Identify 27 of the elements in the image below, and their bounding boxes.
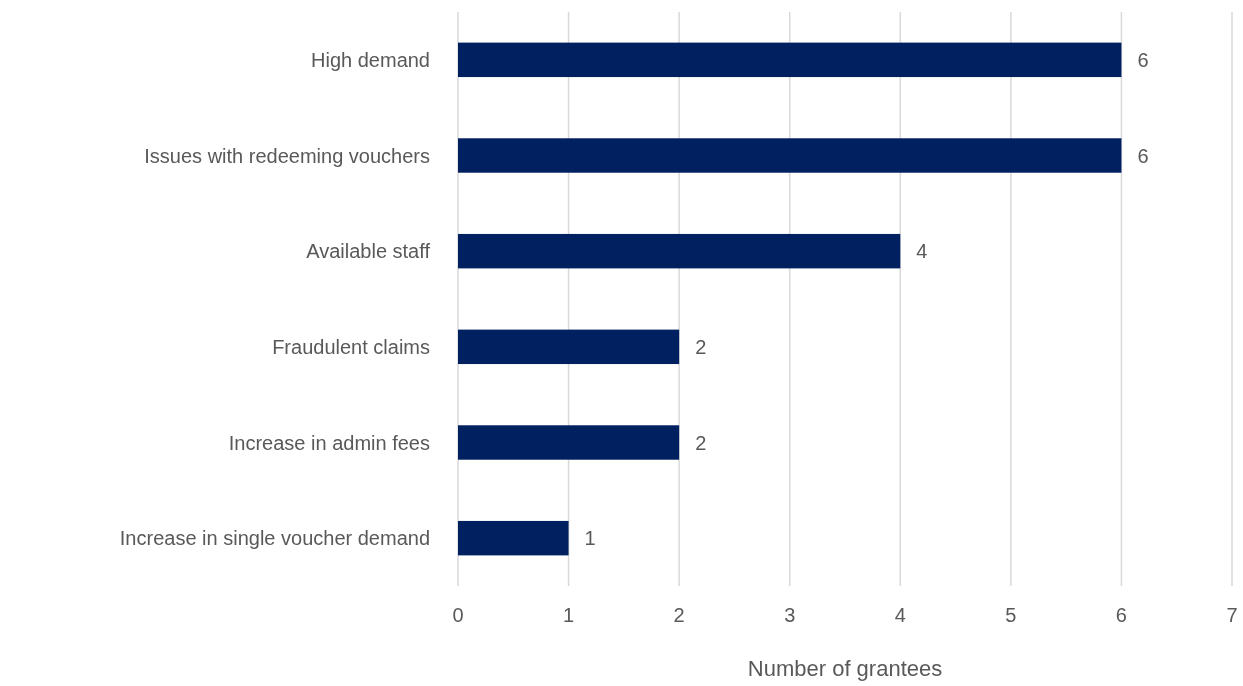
x-tick-label: 3 bbox=[784, 604, 796, 626]
x-tick-label: 0 bbox=[452, 604, 464, 626]
y-tick-label: Issues with redeeming vouchers bbox=[144, 144, 430, 167]
y-tick-label: Increase in single voucher demand bbox=[119, 527, 430, 550]
y-tick-label: High demand bbox=[311, 48, 430, 71]
x-tick-label: 2 bbox=[673, 604, 685, 626]
data-label: 2 bbox=[695, 431, 707, 454]
bar bbox=[458, 329, 680, 365]
bar bbox=[458, 520, 569, 556]
bar bbox=[458, 138, 1122, 173]
x-tick-label: 7 bbox=[1226, 604, 1238, 626]
bar bbox=[458, 233, 901, 269]
x-tick-label: 6 bbox=[1115, 604, 1127, 626]
y-tick-label: Available staff bbox=[306, 240, 431, 263]
data-label: 2 bbox=[695, 335, 707, 358]
x-axis-title: Number of grantees bbox=[747, 656, 943, 681]
data-label: 4 bbox=[916, 240, 928, 263]
data-label: 6 bbox=[1137, 144, 1149, 167]
y-tick-label: Fraudulent claims bbox=[272, 335, 430, 358]
x-tick-label: 1 bbox=[563, 604, 575, 626]
x-tick-label: 4 bbox=[894, 604, 906, 626]
x-tick-label: 5 bbox=[1005, 604, 1017, 626]
bar bbox=[458, 42, 1122, 78]
bar bbox=[458, 425, 680, 460]
data-label: 1 bbox=[584, 527, 596, 550]
data-label: 6 bbox=[1137, 48, 1149, 71]
y-tick-label: Increase in admin fees bbox=[228, 431, 430, 454]
